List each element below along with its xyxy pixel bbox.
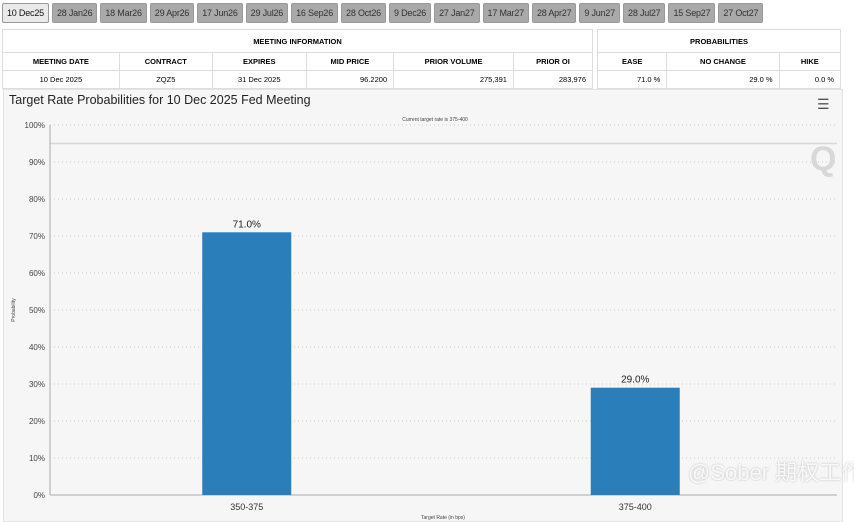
column-header: PRIOR OI bbox=[512, 52, 594, 71]
y-tick-label: 70% bbox=[29, 232, 45, 241]
table-cell: 283,976 bbox=[512, 70, 594, 89]
y-tick-label: 80% bbox=[29, 195, 45, 204]
column-header: HIKE bbox=[778, 52, 842, 71]
tab-meeting[interactable]: 18 Mar26 bbox=[100, 3, 147, 23]
tab-meeting[interactable]: 29 Jul26 bbox=[245, 3, 289, 23]
y-tick-label: 90% bbox=[29, 158, 45, 167]
y-tick-label: 0% bbox=[33, 491, 45, 500]
chart-subtitle: Current target rate is 375-400 bbox=[402, 117, 468, 123]
table-cell: 0.0 % bbox=[778, 70, 842, 89]
x-tick-label: 375-400 bbox=[619, 502, 652, 512]
table-cell: ZQZ5 bbox=[118, 70, 213, 89]
tab-meeting[interactable]: 28 Oct26 bbox=[341, 3, 386, 23]
data-label: 29.0% bbox=[621, 375, 649, 386]
tab-meeting[interactable]: 28 Apr27 bbox=[531, 3, 577, 23]
tab-meeting[interactable]: 16 Sep26 bbox=[291, 3, 339, 23]
hamburger-menu-icon[interactable]: ☰ bbox=[817, 96, 830, 112]
y-tick-label: 100% bbox=[25, 121, 45, 130]
y-tick-label: 60% bbox=[29, 269, 45, 278]
table-cell: 10 Dec 2025 bbox=[2, 70, 120, 89]
tab-meeting[interactable]: 10 Dec25 bbox=[2, 3, 49, 23]
column-header: CONTRACT bbox=[118, 52, 213, 71]
column-header: PRIOR VOLUME bbox=[393, 52, 514, 71]
bar bbox=[202, 232, 292, 496]
tab-meeting[interactable]: 17 Mar27 bbox=[482, 3, 529, 23]
chart-container bbox=[3, 89, 843, 522]
bar bbox=[590, 387, 680, 495]
tab-meeting[interactable]: 28 Jan26 bbox=[51, 3, 98, 23]
x-axis-title: Target Rate (in bps) bbox=[421, 515, 465, 520]
tab-meeting[interactable]: 17 Jun26 bbox=[197, 3, 243, 23]
tab-meeting[interactable]: 9 Dec26 bbox=[388, 3, 432, 23]
tab-meeting[interactable]: 27 Oct27 bbox=[718, 3, 764, 23]
tab-meeting[interactable]: 27 Jan27 bbox=[434, 3, 480, 23]
table-cell: 275,391 bbox=[393, 70, 514, 89]
y-axis-title: Probability bbox=[11, 298, 17, 322]
tab-meeting[interactable]: 28 Jul27 bbox=[623, 3, 666, 23]
y-tick-label: 50% bbox=[29, 306, 45, 315]
y-tick-label: 20% bbox=[29, 417, 45, 426]
tab-meeting[interactable]: 9 Jun27 bbox=[579, 3, 621, 23]
tab-meeting[interactable]: 29 Apr26 bbox=[149, 3, 195, 23]
column-header: MEETING DATE bbox=[2, 52, 120, 71]
table-cell: 71.0 % bbox=[596, 70, 668, 89]
meeting-info-header: MEETING INFORMATION bbox=[2, 29, 593, 53]
table-cell: 96.2200 bbox=[305, 70, 395, 89]
y-tick-label: 30% bbox=[29, 380, 45, 389]
data-label: 71.0% bbox=[233, 219, 261, 230]
y-tick-label: 40% bbox=[29, 343, 45, 352]
probabilities-table: PROBABILITIES EASE NO CHANGE HIKE 71.0 % 29.… bbox=[596, 29, 842, 89]
watermark: @Sober 期权工作室 bbox=[688, 460, 854, 485]
meeting-tabs: 10 Dec25 28 Jan26 18 Mar26 29 Apr26 17 Jun26… bbox=[2, 3, 764, 23]
meeting-info-table: MEETING INFORMATION MEETING DATE CONTRACT… bbox=[2, 29, 594, 89]
y-tick-label: 10% bbox=[29, 454, 45, 463]
chart-title: Target Rate Probabilities for 10 Dec 202… bbox=[9, 93, 311, 107]
quikstrike-logo-icon: Q bbox=[810, 140, 836, 178]
table-cell: 31 Dec 2025 bbox=[211, 70, 307, 89]
x-tick-label: 350-375 bbox=[230, 502, 263, 512]
tab-meeting[interactable]: 15 Sep27 bbox=[668, 3, 716, 23]
